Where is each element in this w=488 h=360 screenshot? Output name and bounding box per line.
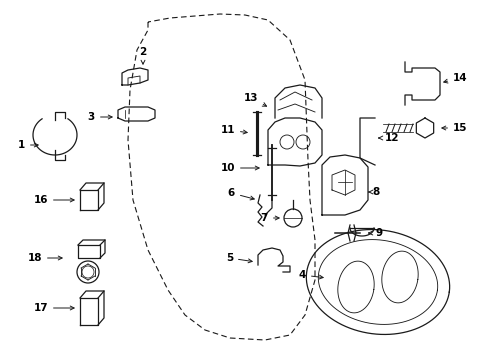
Text: 11: 11 (220, 125, 246, 135)
Text: 8: 8 (368, 187, 379, 197)
Text: 7: 7 (260, 213, 279, 223)
Text: 3: 3 (87, 112, 112, 122)
Text: 17: 17 (33, 303, 74, 313)
Text: 9: 9 (368, 228, 381, 238)
Text: 2: 2 (139, 47, 146, 64)
Text: 5: 5 (225, 253, 252, 263)
Text: 4: 4 (298, 270, 323, 280)
Text: 10: 10 (220, 163, 259, 173)
Text: 1: 1 (18, 140, 38, 150)
Text: 6: 6 (227, 188, 254, 200)
Text: 13: 13 (243, 93, 266, 106)
Text: 18: 18 (27, 253, 62, 263)
Text: 12: 12 (378, 133, 399, 143)
Text: 14: 14 (443, 73, 467, 83)
Text: 16: 16 (34, 195, 74, 205)
Text: 15: 15 (441, 123, 467, 133)
